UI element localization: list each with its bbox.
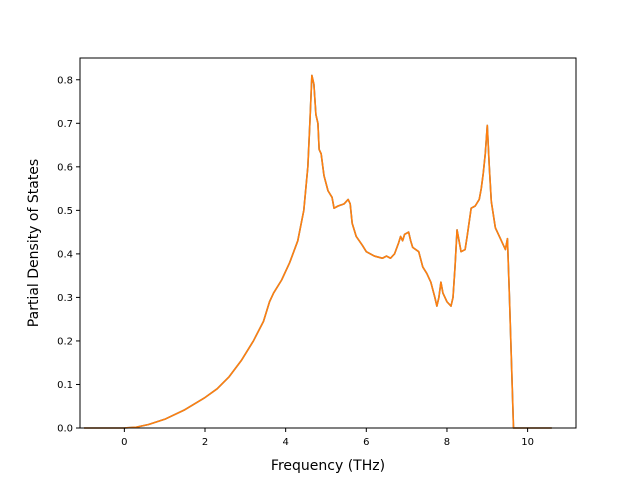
y-tick-label: 0.1: [57, 380, 73, 391]
y-axis-label: Partial Density of States: [26, 159, 42, 327]
y-axis-ticks: 0.0 0.1 0.2 0.3 0.4 0.5 0.6 0.7 0.8: [57, 75, 80, 435]
x-axis-label: Frequency (THz): [271, 458, 385, 474]
y-tick-label: 0.2: [57, 336, 73, 347]
y-tick-label: 0.3: [57, 293, 73, 304]
x-tick-label: 8: [444, 437, 450, 448]
series-layer: [84, 74, 552, 429]
x-axis-ticks: 0 2 4 6 8 10: [121, 428, 534, 448]
y-tick-label: 0.8: [57, 75, 73, 86]
y-tick-label: 0.6: [57, 162, 73, 173]
x-tick-label: 0: [121, 437, 127, 448]
y-tick-label: 0.7: [57, 119, 73, 130]
x-tick-label: 2: [202, 437, 208, 448]
y-tick-label: 0.4: [57, 249, 73, 260]
y-tick-label: 0.0: [57, 424, 73, 435]
plot-area: [80, 58, 576, 428]
x-tick-label: 10: [521, 437, 534, 448]
x-tick-label: 6: [363, 437, 369, 448]
y-tick-label: 0.5: [57, 206, 73, 217]
x-tick-label: 4: [282, 437, 288, 448]
plot-frame: [79, 57, 577, 429]
series-line-2: [84, 74, 552, 429]
